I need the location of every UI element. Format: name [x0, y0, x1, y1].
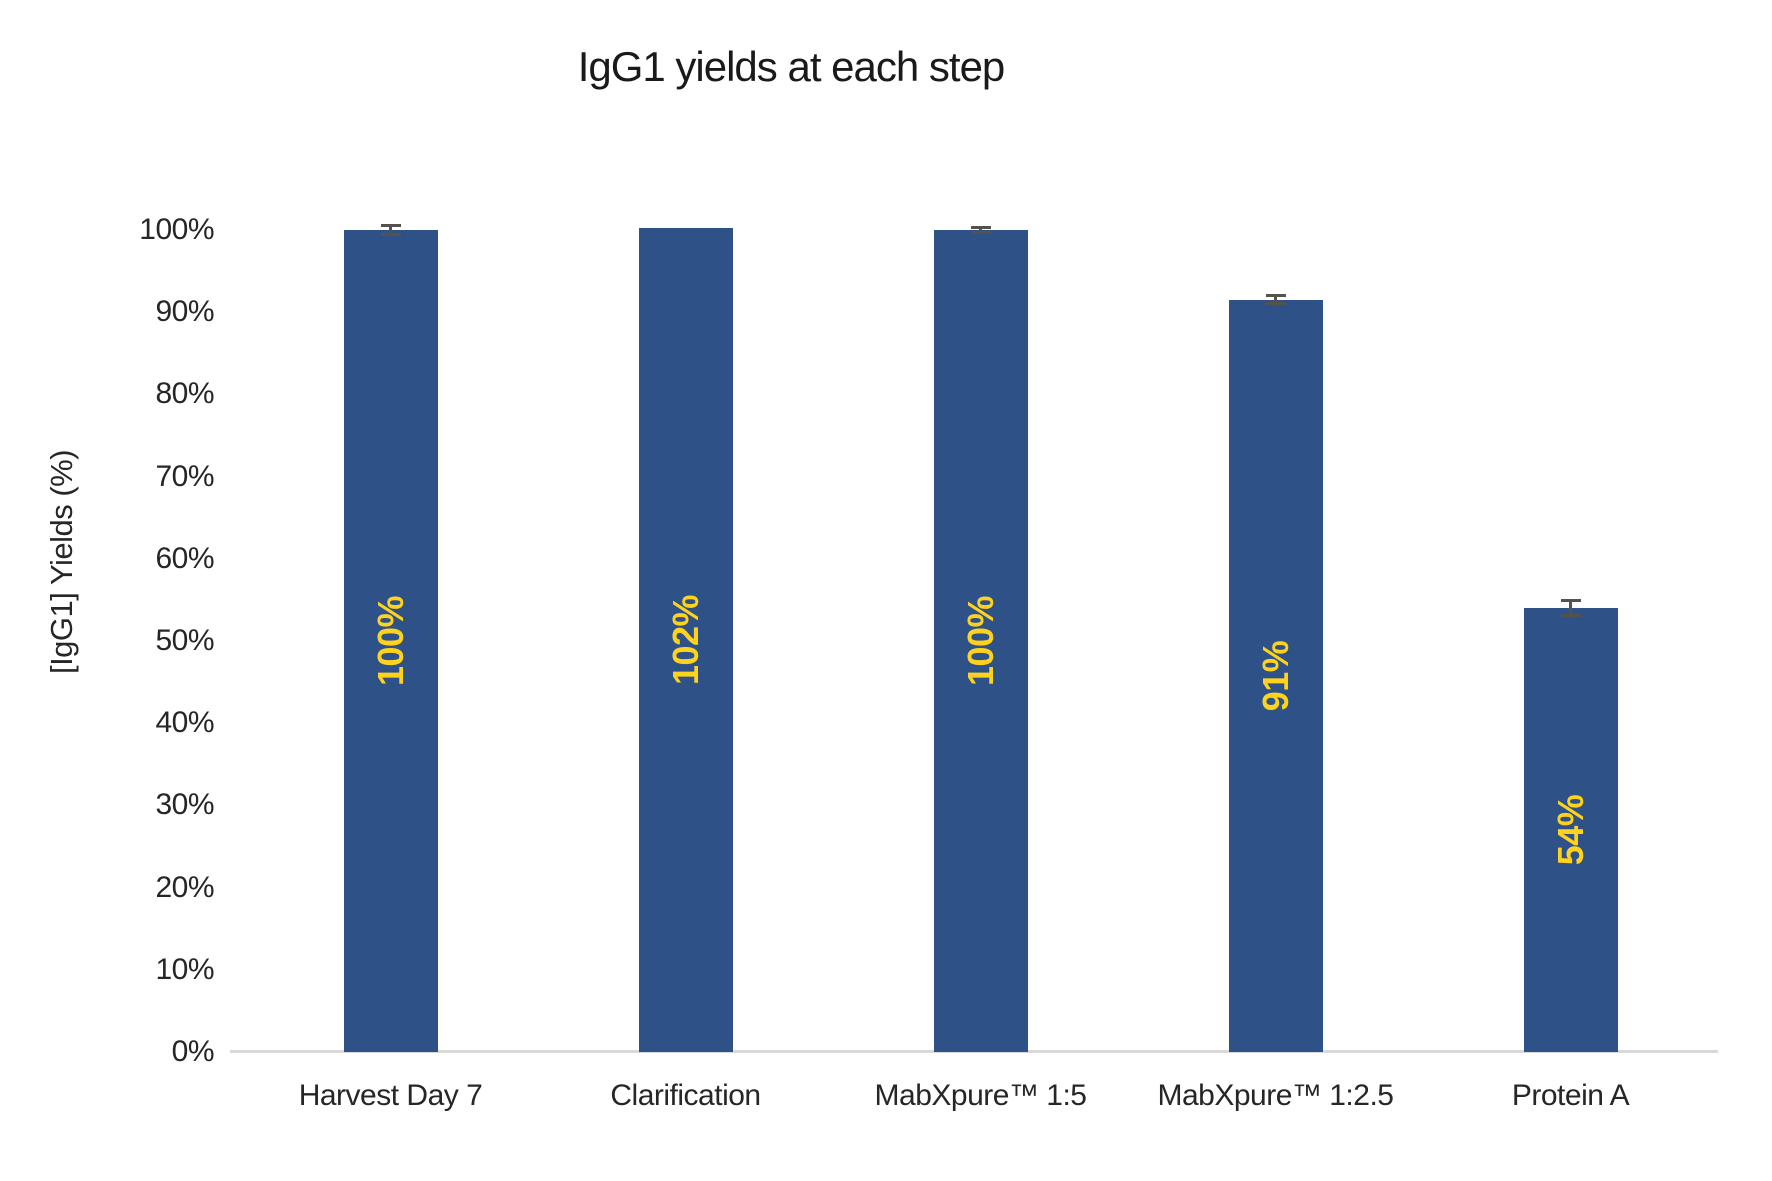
error-bar-cap-bottom	[1265, 302, 1286, 306]
bar-value-label: 100%	[959, 595, 1001, 687]
y-tick-label: 60%	[155, 541, 214, 575]
bar: 100%	[933, 230, 1028, 1052]
error-bar-cap-top	[1560, 599, 1581, 603]
bar: 91%	[1228, 299, 1323, 1052]
y-tick-label: 70%	[155, 459, 214, 493]
error-bar-cap-top	[1265, 294, 1286, 298]
y-tick-label: 40%	[155, 706, 214, 740]
error-bar-cap-bottom	[380, 232, 401, 236]
bar-value-label: 100%	[369, 595, 411, 687]
y-tick-label: 0%	[171, 1035, 215, 1068]
bar: 100%	[343, 230, 438, 1052]
error-bar-cap-bottom	[1560, 614, 1581, 618]
bar-value-label: 54%	[1549, 794, 1591, 866]
y-tick-label: 30%	[155, 788, 214, 822]
x-category-label: Protein A	[1511, 1079, 1630, 1112]
error-bar-whisker	[1569, 600, 1572, 616]
x-category-label: Harvest Day 7	[298, 1079, 483, 1112]
error-bar-cap-bottom	[970, 230, 991, 234]
error-bar-whisker	[389, 225, 392, 235]
x-category-label: MabXpure™ 1:2.5	[1157, 1079, 1394, 1112]
error-bar-cap-top	[380, 224, 401, 228]
x-category-label: Clarification	[610, 1079, 761, 1112]
x-category-label: MabXpure™ 1:5	[874, 1079, 1087, 1112]
y-tick-label: 90%	[155, 295, 214, 329]
chart-title: IgG1 yields at each step	[577, 43, 1006, 90]
y-tick-label: 20%	[155, 870, 214, 904]
y-tick-label: 80%	[155, 377, 214, 411]
error-bar-cap-top	[970, 226, 991, 230]
y-tick-label: 100%	[139, 213, 214, 246]
error-bar-whisker	[1274, 295, 1277, 304]
bar: 54%	[1523, 608, 1618, 1052]
bar: 102%	[638, 227, 733, 1052]
y-tick-label: 50%	[155, 624, 214, 657]
y-tick-label: 10%	[155, 952, 214, 986]
error-bar-whisker	[979, 227, 982, 233]
bar-value-label: 102%	[664, 594, 706, 685]
bar-value-label: 91%	[1254, 640, 1296, 712]
